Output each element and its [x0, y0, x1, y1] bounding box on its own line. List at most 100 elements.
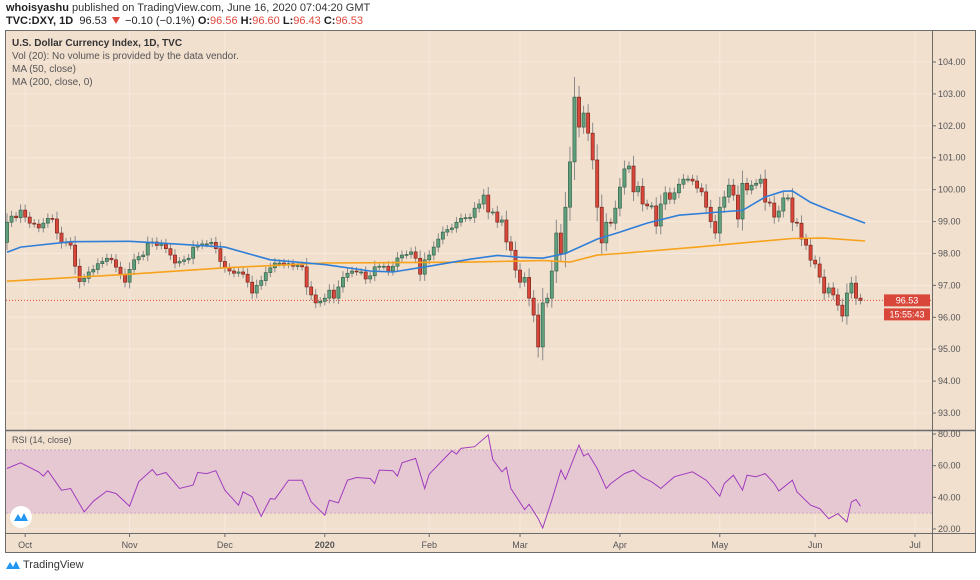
- candle-body: [109, 257, 114, 261]
- candle-body: [45, 218, 50, 224]
- candle-body: [504, 219, 509, 243]
- candle-body: [690, 178, 695, 182]
- candle-body: [804, 238, 808, 246]
- candle-body: [91, 269, 96, 273]
- candle-body: [268, 267, 273, 273]
- candle-body: [536, 314, 541, 348]
- candle-body: [604, 221, 609, 244]
- candle: [686, 175, 690, 183]
- candle: [331, 284, 336, 304]
- candle-body: [717, 206, 722, 234]
- candle: [413, 246, 418, 264]
- candle-body: [436, 238, 441, 248]
- candle-body: [459, 218, 463, 223]
- legend-ma50[interactable]: MA (50, close): [12, 64, 76, 75]
- candle: [440, 226, 445, 245]
- candle: [186, 254, 191, 264]
- candle-body: [468, 217, 472, 219]
- candle-body: [772, 202, 777, 218]
- time-tick-label: Apr: [613, 540, 627, 550]
- candle-body: [322, 297, 327, 302]
- candle-body: [304, 266, 309, 288]
- candle-body: [840, 304, 845, 317]
- candle: [213, 236, 218, 254]
- candle: [27, 211, 32, 228]
- ma200-line: [6, 237, 866, 282]
- price-tick-label: 102.00: [938, 121, 966, 131]
- candle-body: [522, 277, 527, 283]
- candle-body: [813, 259, 818, 265]
- time-tick-label: May: [711, 540, 729, 550]
- candle: [390, 261, 395, 276]
- publisher-name[interactable]: whoisyashu: [6, 2, 69, 14]
- candle-body: [127, 269, 132, 283]
- candle: [182, 255, 186, 266]
- candle-body: [477, 203, 482, 209]
- candle-body: [359, 271, 364, 274]
- candle: [141, 250, 146, 261]
- candle-body: [32, 222, 37, 225]
- candle-body: [795, 221, 799, 224]
- candle-body: [418, 257, 423, 275]
- grid: [6, 31, 932, 533]
- candle-body: [145, 242, 150, 256]
- time-axis[interactable]: Oct Nov Dec 2020 Feb Mar Apr May Jun Jul: [18, 533, 921, 550]
- legend-volume[interactable]: Vol (20): No volume is provided by the d…: [12, 51, 239, 62]
- candle: [631, 155, 636, 202]
- candle-body: [640, 186, 645, 205]
- candle: [336, 280, 341, 305]
- candle: [781, 190, 786, 218]
- candle: [849, 276, 854, 299]
- candle-body: [831, 287, 836, 296]
- candle-body: [404, 254, 409, 256]
- time-tick-label: Oct: [18, 540, 33, 550]
- candle: [236, 267, 241, 277]
- candle-body: [445, 229, 450, 233]
- candle: [104, 253, 109, 266]
- price-axis[interactable]: 93.00 94.00 95.00 96.00 97.00 98.00 99.00 100.0…: [932, 57, 966, 418]
- time-tick-label: Jul: [909, 540, 921, 550]
- candle-body: [213, 241, 218, 249]
- candle-body: [563, 206, 568, 254]
- candle-body: [413, 251, 418, 259]
- candle: [854, 275, 858, 305]
- legend-ma200[interactable]: MA (200, close, 0): [12, 77, 93, 88]
- price-tick-label: 104.00: [938, 57, 966, 67]
- candle-body: [631, 165, 636, 193]
- chart-legend: U.S. Dollar Currency Index, 1D, TVC Vol …: [12, 37, 239, 89]
- candle: [595, 144, 600, 222]
- candle: [518, 263, 522, 289]
- rsi-legend[interactable]: RSI (14, close): [12, 435, 72, 445]
- candle-body: [73, 244, 78, 267]
- candle: [704, 184, 709, 215]
- candle-body: [844, 292, 849, 317]
- rsi-line: [6, 433, 861, 530]
- legend-title[interactable]: U.S. Dollar Currency Index, 1D, TVC: [12, 38, 183, 49]
- candle-body: [740, 182, 745, 220]
- candle: [18, 204, 23, 223]
- candle: [313, 289, 318, 309]
- candle-body: [377, 265, 382, 268]
- candle: [136, 252, 141, 265]
- candle: [540, 288, 545, 361]
- candle: [499, 215, 504, 227]
- candle-body: [100, 261, 105, 264]
- candle-body: [608, 221, 613, 224]
- time-tick-label: 2020: [315, 540, 335, 550]
- candle: [404, 250, 409, 259]
- price-tick-label: 100.00: [938, 185, 966, 195]
- candle-body: [509, 241, 513, 251]
- candle: [536, 303, 541, 358]
- candle-body: [177, 261, 182, 264]
- footer-brand[interactable]: TradingView: [6, 559, 84, 571]
- rsi-axis[interactable]: 20.00 40.00 60.00 80.00: [932, 429, 961, 534]
- candle: [114, 254, 118, 273]
- candle-body: [159, 243, 164, 246]
- candle-body: [309, 286, 314, 296]
- candle-body: [36, 223, 41, 229]
- candle-body: [386, 265, 391, 272]
- candle-body: [114, 259, 118, 268]
- candle: [708, 199, 713, 229]
- low-value: 96.43: [293, 15, 321, 27]
